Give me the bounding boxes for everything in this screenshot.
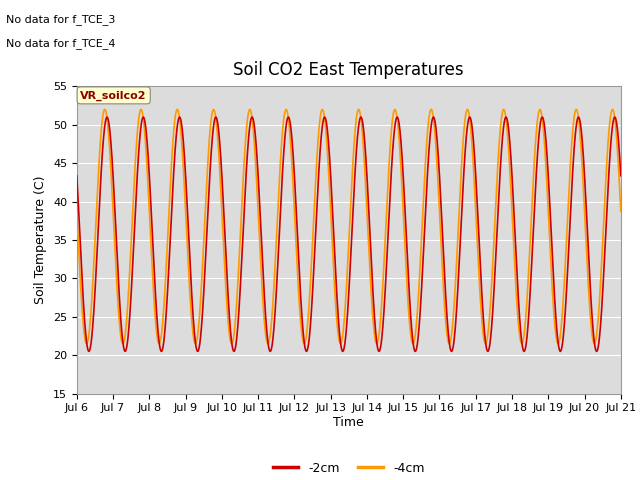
Text: VR_soilco2: VR_soilco2 bbox=[81, 90, 147, 100]
X-axis label: Time: Time bbox=[333, 416, 364, 429]
Y-axis label: Soil Temperature (C): Soil Temperature (C) bbox=[35, 176, 47, 304]
Text: No data for f_TCE_4: No data for f_TCE_4 bbox=[6, 38, 116, 49]
Title: Soil CO2 East Temperatures: Soil CO2 East Temperatures bbox=[234, 61, 464, 79]
Text: No data for f_TCE_3: No data for f_TCE_3 bbox=[6, 14, 116, 25]
Legend: -2cm, -4cm: -2cm, -4cm bbox=[268, 456, 429, 480]
